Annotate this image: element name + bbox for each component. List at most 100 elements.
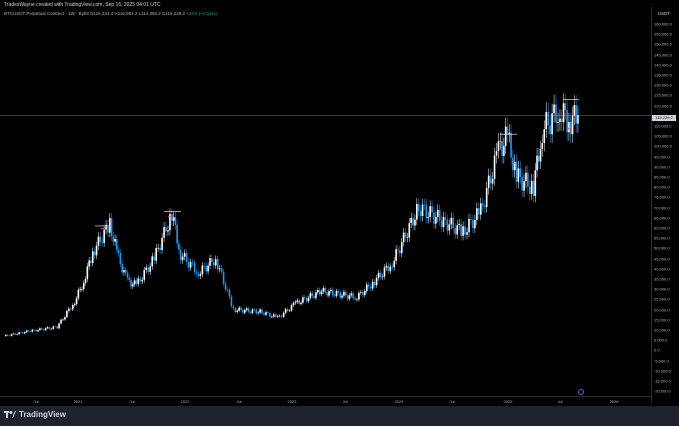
candle-body <box>389 266 392 272</box>
candle-body <box>185 253 188 262</box>
candle-body <box>537 155 540 162</box>
candle-body <box>330 289 332 292</box>
candle-body <box>458 223 460 226</box>
price-label: 20,000.0 <box>654 307 670 313</box>
candle-body <box>309 293 312 298</box>
candle-body <box>41 328 43 330</box>
candle-body <box>543 129 546 143</box>
candle-body <box>448 224 451 231</box>
candle-body <box>244 309 246 313</box>
candle-body <box>438 209 441 221</box>
price-label: 65,000.0 <box>654 215 670 221</box>
time-axis[interactable] <box>0 396 651 407</box>
price-change: +24.8 (+0.11%) <box>186 11 217 16</box>
candle-body <box>402 232 405 243</box>
candle-body <box>354 298 356 300</box>
candle-body <box>195 272 198 274</box>
price-chart[interactable] <box>0 0 651 396</box>
candle-body <box>176 224 178 244</box>
candle-body <box>214 259 217 266</box>
candle-body <box>171 213 173 221</box>
candle-body <box>71 305 74 310</box>
time-label: Jul <box>342 399 348 404</box>
candle-body <box>534 170 537 197</box>
candle-body <box>265 312 267 315</box>
candle-body <box>360 292 362 293</box>
candle-body <box>137 278 140 285</box>
candle-body <box>95 245 98 256</box>
footer-bar <box>0 406 679 426</box>
candle-body <box>70 308 72 310</box>
candle-body <box>435 216 437 224</box>
candle-body <box>109 218 111 233</box>
candle-body <box>495 150 498 156</box>
signal-marker <box>101 228 104 229</box>
candle-body <box>178 243 180 250</box>
price-label: 10,000.0 <box>654 327 670 333</box>
candle-body <box>352 293 355 299</box>
candle-body <box>245 308 248 310</box>
candle-body <box>149 266 152 272</box>
candle-body <box>333 295 336 296</box>
candle-body <box>539 148 542 162</box>
candle-body <box>218 268 221 270</box>
clock-icon[interactable] <box>578 389 584 395</box>
price-label: -20,000.0 <box>654 388 671 394</box>
candle-body <box>371 281 374 289</box>
tv-logo-icon <box>4 411 16 418</box>
candle-body <box>406 237 409 239</box>
symbol-title[interactable]: BTCUSDT Perpetual Contract · 1W · Bybit <box>4 11 89 16</box>
candle-body <box>362 292 364 296</box>
candle-body <box>381 276 384 278</box>
candle-body <box>93 251 96 256</box>
candle-body <box>478 208 480 215</box>
candle-body <box>174 217 177 225</box>
candle-body <box>510 132 512 158</box>
candle-body <box>414 219 416 226</box>
candle-body <box>275 314 277 317</box>
candle-body <box>513 161 516 171</box>
price-label: 15,000.0 <box>654 317 670 323</box>
candle-body <box>557 121 559 123</box>
candle-body <box>573 105 576 116</box>
candle-body <box>199 274 202 277</box>
candle-body <box>236 310 239 312</box>
price-label: 55,000.0 <box>654 235 670 241</box>
candle-body <box>228 289 231 297</box>
candle-body <box>33 329 36 331</box>
candle-body <box>503 145 505 156</box>
candle-body <box>249 311 252 313</box>
candle-body <box>470 218 472 220</box>
candle-body <box>433 212 435 224</box>
candle-body <box>128 277 131 280</box>
candle-body <box>14 333 17 335</box>
candle-body <box>216 259 219 270</box>
price-label: 85,000.0 <box>654 174 670 180</box>
candle-body <box>161 237 163 251</box>
price-label: 110,000.0 <box>654 123 672 129</box>
symbol-legend[interactable]: BTCUSDT Perpetual Contract · 1W · Bybit … <box>4 11 217 16</box>
candle-body <box>429 206 431 217</box>
candle-body <box>545 112 547 130</box>
price-axis[interactable] <box>651 7 679 402</box>
candle-body <box>167 230 169 232</box>
candle-body <box>385 265 388 268</box>
candle-body <box>58 323 60 329</box>
candle-body <box>523 181 525 191</box>
candle-body <box>375 277 378 286</box>
candle-body <box>315 292 317 298</box>
candle-body <box>541 142 544 149</box>
candle-body <box>487 175 490 189</box>
time-label: Jul <box>33 399 39 404</box>
tradingview-logo[interactable]: TradingView <box>4 410 66 419</box>
currency-unit[interactable]: USDT <box>657 11 671 16</box>
candle-body <box>130 279 132 287</box>
candle-body <box>290 305 293 311</box>
candle-body <box>191 262 194 263</box>
candle-body <box>68 308 70 312</box>
candle-body <box>476 208 478 220</box>
candle-body <box>97 236 100 246</box>
candle-body <box>189 262 192 268</box>
candle-body <box>52 326 55 329</box>
candle-body <box>145 267 148 271</box>
